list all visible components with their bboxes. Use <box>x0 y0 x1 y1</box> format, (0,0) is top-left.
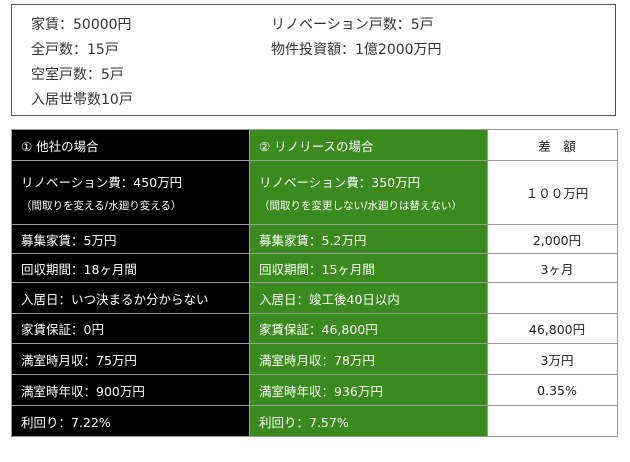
cell-renolease: 満室時年収：936万円 <box>249 374 488 406</box>
property-info-box: 家賃：50000円 全戸数：15戸 空室戸数：5戸 入居世帯数10戸 リノベーシ… <box>11 4 616 116</box>
cell-renolease: 募集家賃：5.2万円 <box>249 224 488 254</box>
table-row: リノベーション費：450万円 （間取りを変える/水廻り変える） リノベーション費… <box>11 160 618 225</box>
cell-other: 満室時年収：900万円 <box>11 374 250 406</box>
renovation-note-other: （間取りを変える/水廻り変える） <box>21 200 182 212</box>
cell-difference: 0.35% <box>487 374 618 406</box>
cell-other: 利回り：7.22% <box>11 405 250 437</box>
cell-difference <box>487 282 618 314</box>
cell-renolease: リノベーション費：350万円 （間取りを変更しない/水廻りは替えない） <box>249 160 488 225</box>
renovated-units-text: リノベーション戸数：5戸 <box>271 17 434 33</box>
rent-text: 家賃：50000円 <box>31 17 132 33</box>
cell-other: リノベーション費：450万円 （間取りを変える/水廻り変える） <box>11 160 250 225</box>
comparison-table: ① 他社の場合 ② リノリースの場合 差 額 リノベーション費：450万円 （間… <box>11 129 618 437</box>
cell-renolease: 家賃保証：46,800円 <box>249 313 488 344</box>
vacant-units-text: 空室戸数：5戸 <box>31 67 124 83</box>
table-row: 回収期間：18ヶ月間 回収期間：15ヶ月間 3ヶ月 <box>11 253 618 283</box>
header-renolease: ② リノリースの場合 <box>249 129 488 161</box>
cell-renolease: 満室時月収：78万円 <box>249 343 488 375</box>
cell-other: 満室時月収：75万円 <box>11 343 250 375</box>
cell-renolease: 回収期間：15ヶ月間 <box>249 253 488 283</box>
header-other-company: ① 他社の場合 <box>11 129 250 161</box>
header-difference: 差 額 <box>487 129 618 161</box>
investment-text: 物件投資額：1億2000万円 <box>271 42 442 58</box>
total-units-text: 全戸数：15戸 <box>31 42 119 58</box>
cell-difference: 46,800円 <box>487 313 618 344</box>
renovation-cost-renolease: リノベーション費：350万円 <box>259 175 421 190</box>
cell-renolease: 利回り：7.57% <box>249 405 488 437</box>
cell-difference <box>487 405 618 437</box>
table-header-row: ① 他社の場合 ② リノリースの場合 差 額 <box>11 129 618 161</box>
renovation-note-renolease: （間取りを変更しない/水廻りは替えない） <box>259 200 463 212</box>
renovation-cost-other: リノベーション費：450万円 <box>21 175 183 190</box>
cell-other: 家賃保証：0円 <box>11 313 250 344</box>
table-row: 募集家賃：5万円 募集家賃：5.2万円 2,000円 <box>11 224 618 254</box>
table-row: 満室時年収：900万円 満室時年収：936万円 0.35% <box>11 374 618 406</box>
table-row: 入居日：いつ決まるか分からない 入居日：竣工後40日以内 <box>11 282 618 314</box>
occupied-units-text: 入居世帯数10戸 <box>31 92 133 108</box>
table-row: 利回り：7.22% 利回り：7.57% <box>11 405 618 437</box>
cell-other: 入居日：いつ決まるか分からない <box>11 282 250 314</box>
cell-difference: 3ヶ月 <box>487 253 618 283</box>
table-row: 家賃保証：0円 家賃保証：46,800円 46,800円 <box>11 313 618 344</box>
cell-difference: 3万円 <box>487 343 618 375</box>
table-row: 満室時月収：75万円 満室時月収：78万円 3万円 <box>11 343 618 375</box>
cell-renolease: 入居日：竣工後40日以内 <box>249 282 488 314</box>
cell-other: 回収期間：18ヶ月間 <box>11 253 250 283</box>
cell-difference: １００万円 <box>487 160 618 225</box>
cell-difference: 2,000円 <box>487 224 618 254</box>
cell-other: 募集家賃：5万円 <box>11 224 250 254</box>
